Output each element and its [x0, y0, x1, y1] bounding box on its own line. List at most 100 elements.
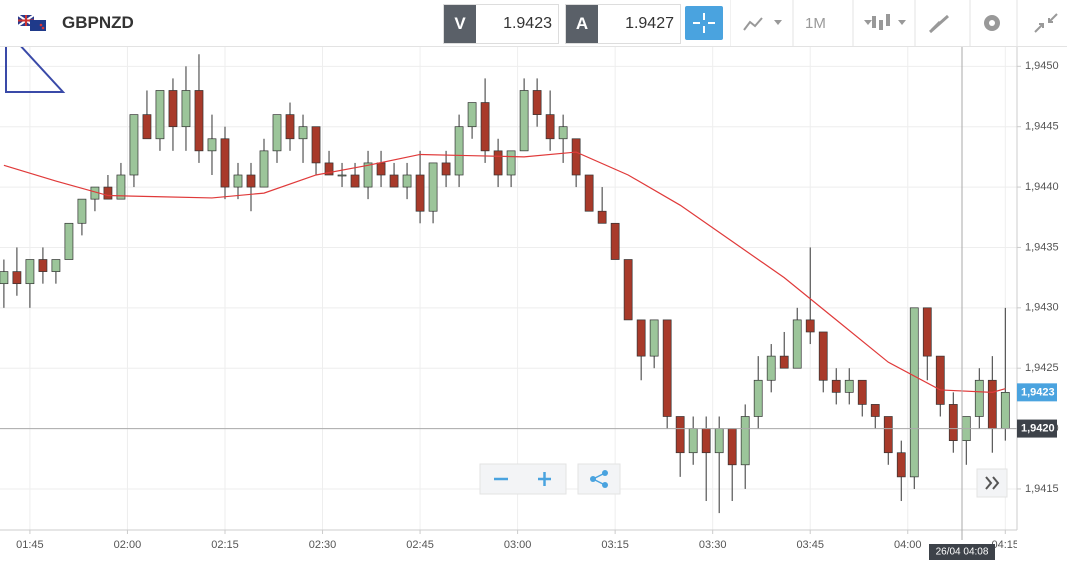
crosshair-price-box: [1017, 419, 1057, 438]
zoom-controls: [479, 463, 1008, 498]
candle-body: [103, 186, 113, 200]
candle-body: [493, 150, 503, 176]
candle-body: [0, 271, 9, 285]
x-tick-label: 03:15: [601, 539, 629, 551]
candle-body: [441, 162, 451, 176]
candle-body: [350, 174, 360, 188]
candle-body: [948, 404, 958, 441]
x-tick-label: 02:45: [406, 539, 434, 551]
candle-body: [467, 102, 477, 128]
candle-body: [987, 379, 997, 429]
candle-body: [311, 126, 321, 164]
candle-body: [12, 271, 22, 285]
axis-labels: 1,9450 1,9445 1,9440 1,9435 1,9430 1,9425 1,94…: [16, 60, 1059, 560]
candle-body: [571, 138, 581, 176]
candle-body: [389, 174, 399, 188]
triangle-drawing: [5, 47, 66, 93]
candle-body: [740, 416, 750, 466]
ask-label: A: [566, 5, 598, 43]
candle-body: [766, 355, 776, 381]
candle-body: [233, 174, 243, 188]
candle-body: [701, 428, 711, 454]
candle-body: [51, 259, 61, 272]
candle-body: [194, 90, 204, 152]
candle-body: [597, 210, 607, 224]
candle-body: [428, 162, 438, 212]
x-tick-label: 01:45: [16, 539, 44, 551]
candle-body: [207, 138, 217, 152]
candle-body: [155, 90, 165, 140]
last-price-box: [1017, 383, 1057, 402]
plot: [0, 54, 1017, 514]
bid-price: 1.9423: [503, 15, 552, 32]
candle-body: [662, 319, 672, 417]
y-tick-label: 1,9425: [1025, 362, 1059, 374]
candle-body: [922, 307, 932, 357]
crosshair-button[interactable]: [685, 6, 723, 40]
candle-body: [636, 319, 646, 357]
moving-average: [3, 151, 1006, 393]
candle-body: [116, 174, 126, 200]
candle-body: [376, 162, 386, 176]
x-tick-label: 03:45: [796, 539, 824, 551]
x-tick-label: 02:15: [211, 539, 239, 551]
candle-body: [337, 174, 347, 177]
x-tick-label: 03:00: [504, 539, 532, 551]
candle-body: [285, 114, 295, 140]
candle-body: [272, 114, 282, 152]
candle-body: [324, 162, 334, 176]
candle-body: [896, 452, 906, 478]
candle-body: [506, 150, 516, 176]
candle-body: [532, 90, 542, 115]
candle-body: [779, 355, 789, 369]
bid-label: V: [444, 5, 476, 43]
candle-body: [883, 416, 893, 454]
candle-body: [649, 319, 659, 357]
bid-box[interactable]: V 1.9423: [443, 4, 559, 44]
ask-price: 1.9427: [625, 15, 674, 32]
candle-body: [675, 416, 685, 454]
candle-body: [688, 428, 698, 454]
zoom-in[interactable]: [538, 472, 551, 486]
y-tick-label: 1,9415: [1025, 483, 1059, 495]
x-tick-label: 03:30: [699, 539, 727, 551]
y-tick-label: 1,9445: [1025, 121, 1059, 133]
crosshair-icon: [693, 13, 715, 33]
share-button[interactable]: [577, 463, 621, 495]
candle-body: [818, 331, 828, 381]
timeframe[interactable]: 1M: [805, 15, 826, 32]
grid: [0, 47, 1017, 530]
scroll-icon: [985, 476, 1000, 490]
candle-body: [298, 126, 308, 140]
candle-body: [480, 102, 490, 152]
candle-body: [753, 379, 763, 417]
y-tick-label: 1,9435: [1025, 241, 1059, 253]
candle-body: [610, 222, 620, 260]
candle-body: [909, 307, 919, 478]
candle-body: [415, 174, 425, 212]
scroll-right[interactable]: [976, 468, 1008, 498]
crosshair-time-label: 26/04 04:08: [936, 547, 989, 558]
zoom-bar: [479, 463, 567, 495]
candle-body: [363, 162, 373, 188]
candle-body: [454, 126, 464, 176]
candle-body: [220, 138, 230, 188]
candle-body: [25, 259, 35, 285]
candle-body: [181, 90, 191, 128]
toolbar-icons[interactable]: [730, 0, 1067, 46]
candle-body: [64, 222, 74, 260]
candle-body: [623, 259, 633, 321]
candle-body: [129, 114, 139, 176]
candle-body: [77, 198, 87, 224]
x-tick-label: 02:00: [114, 539, 142, 551]
x-tick-label: 04:00: [894, 539, 922, 551]
candle-body: [935, 355, 945, 405]
header: GBPNZD V 1.9423 A 1.9427 1M: [0, 0, 1067, 47]
candle-body: [844, 379, 854, 393]
candle-body: [831, 379, 841, 393]
candle-body: [246, 174, 256, 188]
candle-body: [727, 428, 737, 466]
candle-body: [792, 319, 802, 369]
ask-box[interactable]: A 1.9427: [565, 4, 681, 44]
